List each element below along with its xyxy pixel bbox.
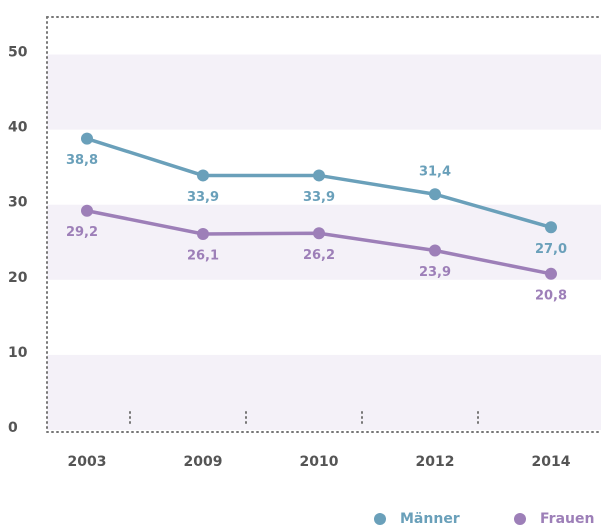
y-tick-label: 20 [8,270,28,286]
value-label: 31,4 [419,165,451,180]
y-tick-label: 0 [8,420,18,436]
grid-band [47,354,601,430]
data-point [545,267,557,280]
value-label: 33,9 [187,190,219,205]
grid-band [47,204,601,280]
grid-band [47,54,601,130]
value-label: 26,2 [303,248,335,263]
data-point [313,169,325,182]
data-point [81,132,93,145]
y-tick-label: 40 [8,120,28,136]
y-tick-label: 10 [8,345,28,361]
x-tick-label: 2010 [300,454,339,470]
legend-marker [374,513,386,525]
data-point [545,221,557,234]
value-label: 38,8 [66,153,98,168]
legend-marker [514,513,526,525]
data-point [81,204,93,217]
y-tick-label: 50 [8,45,28,61]
x-tick-label: 2012 [416,454,455,470]
data-point [429,188,441,201]
data-point [197,169,209,182]
data-point [197,228,209,241]
value-label: 33,9 [303,190,335,205]
y-tick-label: 30 [8,195,28,211]
value-label: 27,0 [535,242,567,257]
data-point [313,227,325,240]
x-tick-label: 2003 [68,454,107,470]
legend-label: Frauen [540,511,594,527]
value-label: 29,2 [66,225,98,240]
legend-label: Männer [400,511,460,527]
x-tick-label: 2009 [184,454,223,470]
x-tick-label: 2014 [532,454,571,470]
value-label: 23,9 [419,265,451,280]
value-label: 20,8 [535,288,567,303]
data-point [429,244,441,257]
value-label: 26,1 [187,249,219,264]
